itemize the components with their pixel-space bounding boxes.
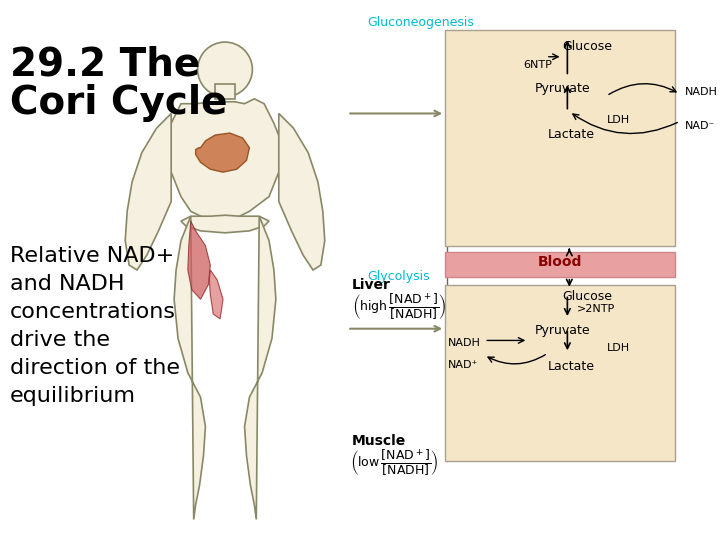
Text: Glycolysis: Glycolysis — [366, 270, 429, 283]
Text: Cori Cycle: Cori Cycle — [10, 84, 228, 122]
FancyBboxPatch shape — [445, 285, 675, 461]
Text: NADH: NADH — [448, 339, 481, 348]
Polygon shape — [188, 221, 210, 299]
Polygon shape — [279, 113, 325, 270]
Text: NADH: NADH — [685, 87, 718, 97]
Polygon shape — [245, 216, 276, 519]
Circle shape — [197, 42, 253, 97]
Text: $\left(\mathrm{low}\,\dfrac{[\mathrm{NAD}^+]}{[\mathrm{NADH}]}\right)$: $\left(\mathrm{low}\,\dfrac{[\mathrm{NAD… — [350, 448, 439, 479]
Polygon shape — [181, 215, 269, 233]
Text: Relative NAD+
and NADH
concentrations
drive the
direction of the
equilibrium: Relative NAD+ and NADH concentrations dr… — [10, 246, 180, 406]
Text: LDH: LDH — [606, 343, 629, 353]
Polygon shape — [210, 270, 223, 319]
Text: >2NTP: >2NTP — [577, 304, 616, 314]
Bar — [445, 252, 675, 277]
Text: Glucose: Glucose — [562, 40, 612, 53]
Text: Blood: Blood — [537, 255, 582, 269]
FancyBboxPatch shape — [445, 30, 675, 246]
Text: Pyruvate: Pyruvate — [535, 324, 590, 337]
Polygon shape — [196, 133, 249, 172]
Polygon shape — [125, 113, 171, 270]
Text: NAD⁻: NAD⁻ — [685, 122, 715, 131]
Text: LDH: LDH — [606, 116, 629, 125]
Text: Pyruvate: Pyruvate — [535, 82, 590, 95]
Text: NAD⁺: NAD⁺ — [448, 360, 478, 370]
Text: Muscle: Muscle — [352, 434, 406, 448]
Polygon shape — [174, 216, 205, 519]
Text: 6NTP: 6NTP — [523, 60, 552, 70]
Text: Lactate: Lactate — [548, 360, 595, 373]
Text: Lactate: Lactate — [548, 128, 595, 141]
Text: Glucose: Glucose — [562, 289, 612, 302]
Text: 29.2 The: 29.2 The — [10, 45, 200, 83]
Text: Liver: Liver — [352, 278, 391, 292]
Text: $\left(\mathrm{high}\,\dfrac{[\mathrm{NAD}^+]}{[\mathrm{NADH}]}\right)$: $\left(\mathrm{high}\,\dfrac{[\mathrm{NA… — [352, 292, 446, 323]
Text: Gluconeogenesis: Gluconeogenesis — [366, 16, 474, 29]
Bar — [215, 84, 235, 99]
Polygon shape — [166, 99, 284, 221]
